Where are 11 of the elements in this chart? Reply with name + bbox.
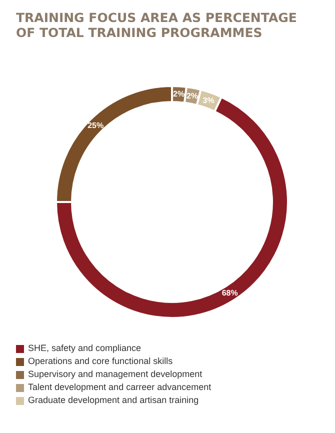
data-label: 2%	[173, 90, 185, 99]
legend-label: Graduate development and artisan training	[28, 394, 199, 407]
data-label: 2%	[186, 91, 198, 100]
data-label: 68%	[222, 288, 238, 298]
legend-label: Operations and core functional skills	[28, 355, 173, 368]
data-label: 3%	[202, 96, 214, 105]
legend-label: Supervisory and management development	[28, 368, 202, 381]
data-label: 25%	[88, 121, 104, 130]
legend-label: Talent development and carreer advancement	[28, 381, 212, 394]
legend-label: SHE, safety and compliance	[28, 342, 142, 355]
chart-title: TRAINING FOCUS AREA AS PERCENTAGE OF TOTAL TRAINING PROGRAMMES	[16, 10, 298, 40]
